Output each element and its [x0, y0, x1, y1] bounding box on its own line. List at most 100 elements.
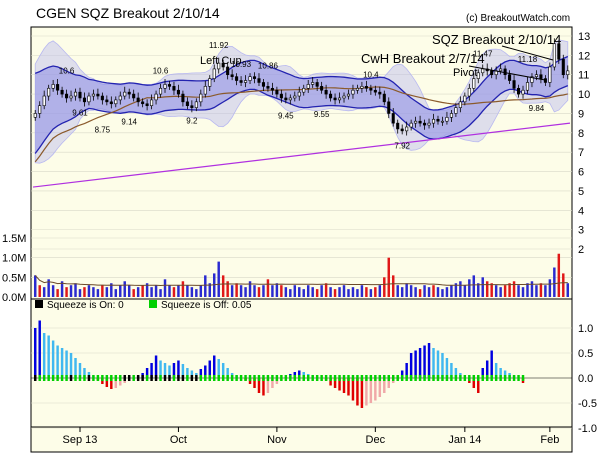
candle-body — [293, 95, 297, 99]
candle-body — [60, 89, 64, 95]
candle-body — [521, 89, 525, 95]
price-point-label: 10.93 — [231, 60, 252, 69]
volume-bar — [441, 289, 444, 297]
candle-body — [145, 103, 149, 107]
volume-bar — [454, 283, 458, 297]
volume-axis-tick: 0.5M — [2, 272, 26, 284]
candle-body — [65, 93, 69, 99]
candle-body — [449, 113, 453, 118]
candle-body — [508, 74, 512, 81]
squeeze-dot — [405, 375, 408, 381]
volume-bar — [47, 279, 50, 297]
volume-bar — [548, 279, 552, 297]
candle-body — [270, 87, 274, 91]
momentum-bar — [257, 378, 261, 393]
squeeze-on-swatch — [35, 300, 43, 308]
candle-body — [257, 78, 261, 83]
squeeze-dot — [477, 375, 480, 381]
momentum-bar — [83, 368, 86, 378]
candle-body — [333, 97, 337, 101]
volume-bar — [253, 285, 256, 297]
volume-bar — [459, 281, 462, 297]
squeeze-off-swatch — [149, 300, 157, 308]
momentum-bar — [436, 350, 440, 378]
volume-bar — [51, 285, 55, 297]
squeeze-dot — [512, 375, 516, 381]
squeeze-dot — [177, 375, 180, 381]
volume-bar — [123, 281, 126, 297]
price-axis-tick: 7 — [578, 147, 584, 159]
candle-body — [355, 87, 359, 91]
candle-body — [185, 101, 189, 107]
candle-body — [387, 101, 391, 114]
volume-axis-tick: 1.0M — [2, 253, 26, 265]
volume-bar — [195, 289, 198, 297]
momentum-bar — [163, 363, 167, 378]
candle-body — [360, 86, 364, 89]
price-point-label: 9.84 — [529, 104, 545, 113]
candle-body — [440, 120, 444, 123]
price-point-label: 10.6 — [59, 66, 75, 75]
volume-bar — [208, 283, 211, 297]
candle-body — [154, 93, 158, 101]
volume-bar — [356, 289, 359, 297]
candle-body — [194, 101, 198, 108]
squeeze-dot — [186, 375, 189, 381]
price-axis-tick: 13 — [578, 31, 590, 43]
momentum-bar — [356, 378, 359, 406]
momentum-bar — [217, 359, 220, 378]
momentum-bar — [186, 368, 189, 378]
candle-body — [543, 78, 547, 83]
left-cup-annotation: Left Cup — [200, 55, 242, 67]
momentum-bar — [60, 348, 64, 378]
squeeze-dot — [60, 375, 64, 381]
squeeze-dot — [490, 375, 493, 381]
squeeze-dot — [204, 375, 207, 381]
volume-bar — [405, 283, 408, 297]
momentum-bar — [69, 353, 73, 378]
date-axis-label: Sep 13 — [63, 434, 98, 446]
volume-bar — [445, 287, 449, 297]
squeeze-dot — [65, 375, 68, 381]
volume-bar — [217, 261, 220, 297]
price-point-label: 8.75 — [95, 125, 111, 134]
price-axis-tick: 4 — [578, 205, 584, 217]
volume-bar — [481, 277, 484, 297]
squeeze-dot — [400, 375, 404, 381]
momentum-bar — [226, 368, 229, 378]
squeeze-dot — [320, 375, 323, 381]
volume-bar — [324, 283, 328, 297]
date-axis-label: Dec — [366, 434, 386, 446]
volume-bar — [275, 283, 279, 297]
candle-body — [203, 86, 207, 95]
candle-body — [552, 43, 556, 68]
volume-bar — [298, 287, 301, 297]
momentum-bar — [360, 378, 364, 408]
squeeze-dot — [266, 375, 270, 381]
squeeze-dot — [423, 375, 426, 381]
squeeze-dot — [127, 375, 131, 381]
squeeze-dot — [172, 375, 176, 381]
volume-average-line — [34, 275, 568, 287]
momentum-bar — [119, 378, 122, 386]
squeeze-dot — [235, 375, 238, 381]
momentum-bar — [42, 333, 46, 378]
price-point-label: 11.18 — [518, 55, 538, 64]
candle-body — [230, 74, 234, 77]
price-axis-tick: 9 — [578, 108, 584, 120]
momentum-bar — [262, 378, 265, 396]
squeeze-dot — [365, 375, 368, 381]
squeeze-dot — [499, 375, 502, 381]
squeeze-dot — [342, 375, 346, 381]
volume-bar — [289, 289, 292, 297]
squeeze-dot — [253, 375, 256, 381]
volume-bar — [418, 289, 422, 297]
candle-body — [141, 101, 145, 105]
candle-body — [235, 76, 239, 81]
volume-bar — [92, 287, 95, 297]
volume-bar — [302, 289, 305, 297]
volume-bar — [517, 285, 520, 297]
momentum-axis-tick: -1.0 — [578, 423, 597, 435]
volume-bar — [110, 283, 113, 297]
